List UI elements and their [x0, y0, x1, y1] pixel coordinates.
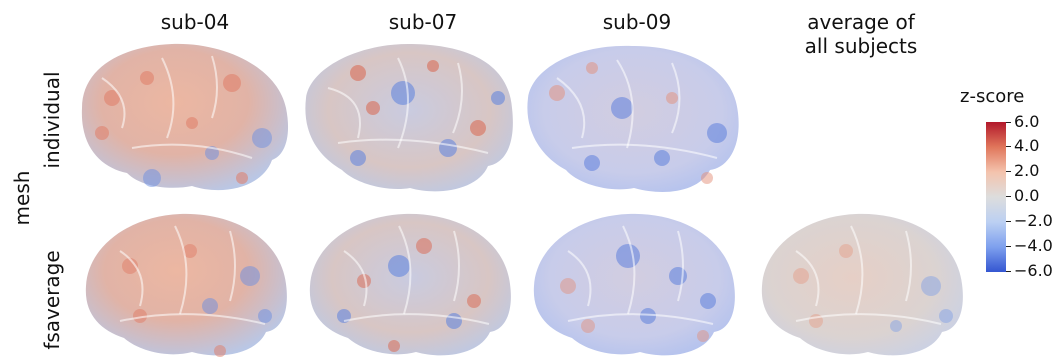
row-label-individual: individual	[40, 71, 64, 169]
brain-render-sub-04-individual	[81, 43, 289, 191]
brain-render-sub-04-fsaverage	[85, 213, 287, 357]
colorbar-legend: z-score 6.0 4.0 2.0 0.0 −2.0 −4.0 −6.0	[940, 86, 1053, 286]
colorbar-tick: −4.0	[1014, 236, 1053, 255]
colorbar-tick: 6.0	[1014, 112, 1040, 131]
colorbar-tick: −2.0	[1014, 211, 1053, 230]
colorbar-tick: 4.0	[1014, 136, 1040, 155]
brain-render-sub-07-individual	[305, 44, 513, 192]
brain-render-sub-09-individual	[527, 45, 739, 193]
colorbar-tick: 0.0	[1014, 186, 1040, 205]
column-title-sub-07: sub-07	[388, 10, 458, 34]
row-label-fsaverage: fsaverage	[40, 250, 64, 350]
brain-render-sub-09-fsaverage	[533, 213, 735, 356]
column-title-average: average of all subjects	[804, 10, 918, 58]
colorbar-title: z-score	[960, 86, 1025, 107]
brain-render-sub-07-fsaverage	[309, 213, 511, 356]
row-group-label: mesh	[10, 170, 34, 226]
brain-render-average-fsaverage	[761, 213, 963, 356]
colorbar-tick: −6.0	[1014, 261, 1053, 280]
column-title-sub-09: sub-09	[602, 10, 672, 34]
column-title-sub-04: sub-04	[160, 10, 230, 34]
colorbar-gradient	[986, 122, 1006, 272]
colorbar-tick: 2.0	[1014, 161, 1040, 180]
